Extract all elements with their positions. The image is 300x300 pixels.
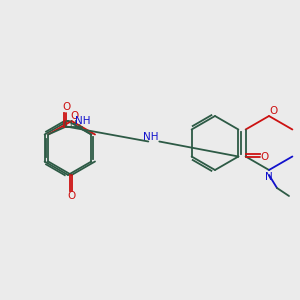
Text: O: O <box>260 152 269 161</box>
Text: NH: NH <box>76 116 91 125</box>
Text: NH: NH <box>142 133 158 142</box>
Text: CH₃: CH₃ <box>63 121 81 130</box>
Text: O: O <box>269 106 277 116</box>
Text: O: O <box>70 111 79 121</box>
Text: O: O <box>68 191 76 201</box>
Text: O: O <box>62 103 70 112</box>
Text: N: N <box>265 172 273 182</box>
